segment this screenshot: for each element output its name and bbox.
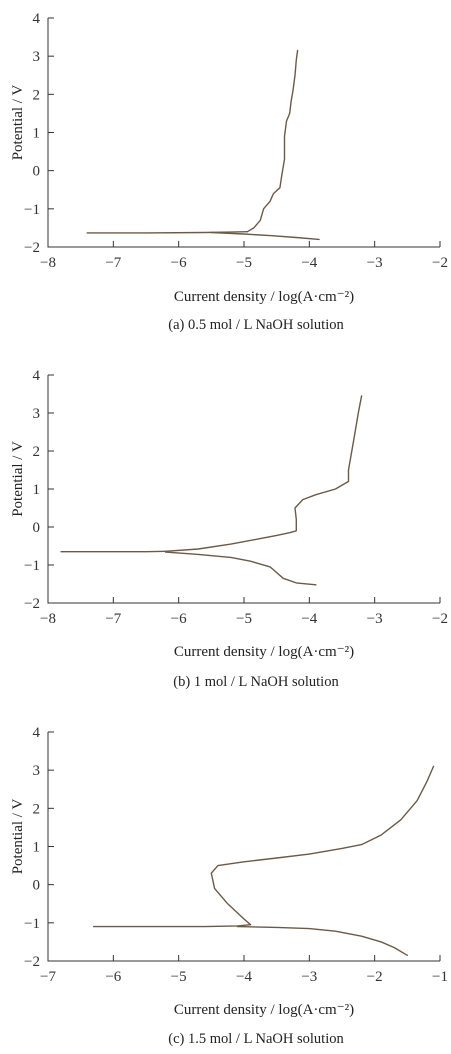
polarization-curve-segment-2 <box>246 49 299 233</box>
x-tick-label: −6 <box>171 611 187 627</box>
x-tick-label: −2 <box>367 969 383 985</box>
y-tick-label: 4 <box>33 725 41 741</box>
x-tick-label: −8 <box>40 611 56 627</box>
x-tick-label: −6 <box>105 969 121 985</box>
y-tick-label: −1 <box>24 202 40 218</box>
x-tick-label: −4 <box>236 969 252 985</box>
x-tick-label: −3 <box>301 969 317 985</box>
polarization-curve-segment-2 <box>210 765 435 926</box>
y-tick-label: 1 <box>33 840 41 856</box>
y-tick-label: 0 <box>33 164 41 180</box>
y-tick-label: 0 <box>33 520 41 536</box>
x-tick-label: −1 <box>432 969 448 985</box>
polarization-curve-segment-3 <box>210 231 320 241</box>
y-tick-label: 1 <box>33 126 41 142</box>
x-axis-label: Current density / log(A·cm⁻²) <box>174 289 354 305</box>
x-tick-label: −4 <box>301 255 317 271</box>
axis-frame <box>47 18 440 248</box>
y-tick-label: −2 <box>24 954 40 970</box>
polarization-curve-segment-1 <box>93 924 252 928</box>
y-axis-label: Potential / V <box>10 799 26 875</box>
x-tick-label: −7 <box>105 611 121 627</box>
y-tick-label: 4 <box>33 11 41 27</box>
y-tick-label: −2 <box>24 240 40 256</box>
x-tick-label: −6 <box>171 255 187 271</box>
y-tick-label: 3 <box>33 49 41 65</box>
y-axis-label: Potential / V <box>10 85 26 161</box>
x-tick-label: −2 <box>432 611 448 627</box>
y-tick-label: 3 <box>33 763 41 779</box>
y-tick-label: 2 <box>33 87 41 103</box>
polarization-curve-segment-2 <box>164 395 363 552</box>
x-tick-label: −7 <box>40 969 56 985</box>
polarization-curve-segment-3 <box>236 925 408 956</box>
chart-panel-2: −8 −7 −6 −5 −4 −3 −2 −2 −1 0 1 2 3 4 Potential / V Curr… <box>10 368 448 690</box>
y-tick-label: 4 <box>33 368 41 384</box>
x-axis-label: Current density / log(A·cm⁻²) <box>174 1002 354 1018</box>
panel-caption: (a) 0.5 mol / L NaOH solution <box>168 317 344 333</box>
y-axis-label: Potential / V <box>10 441 26 517</box>
y-tick-label: 1 <box>33 482 41 498</box>
y-tick-label: −1 <box>24 916 40 932</box>
y-tick-label: 2 <box>33 801 41 817</box>
panel-caption: (b) 1 mol / L NaOH solution <box>173 674 339 690</box>
x-tick-label: −3 <box>367 255 383 271</box>
x-tick-label: −5 <box>171 969 187 985</box>
y-tick-label: 2 <box>33 444 41 460</box>
x-tick-label: −2 <box>432 255 448 271</box>
panel-caption: (c) 1.5 mol / L NaOH solution <box>168 1031 344 1047</box>
x-axis-label: Current density / log(A·cm⁻²) <box>174 644 354 660</box>
chart-panel-3: −7 −6 −5 −4 −3 −2 −1 −2 −1 0 1 2 3 4 Potential / V Curr… <box>10 725 448 1047</box>
x-tick-label: −5 <box>236 255 252 271</box>
y-tick-label: 3 <box>33 406 41 422</box>
polarization-curve-segment-3 <box>164 551 317 586</box>
x-tick-label: −7 <box>105 255 121 271</box>
x-tick-label: −5 <box>236 611 252 627</box>
x-tick-label: −3 <box>367 611 383 627</box>
y-tick-label: −1 <box>24 558 40 574</box>
chart-panel-1: −8 −7 −6 −5 −4 −3 −2 −2 −1 0 1 2 3 4 Potential / V Curr… <box>10 11 448 333</box>
x-tick-label: −8 <box>40 255 56 271</box>
polarization-curve-segment-1 <box>86 231 248 234</box>
y-tick-label: −2 <box>24 596 40 612</box>
y-tick-label: 0 <box>33 878 41 894</box>
x-tick-label: −4 <box>301 611 317 627</box>
axis-frame <box>47 375 440 604</box>
